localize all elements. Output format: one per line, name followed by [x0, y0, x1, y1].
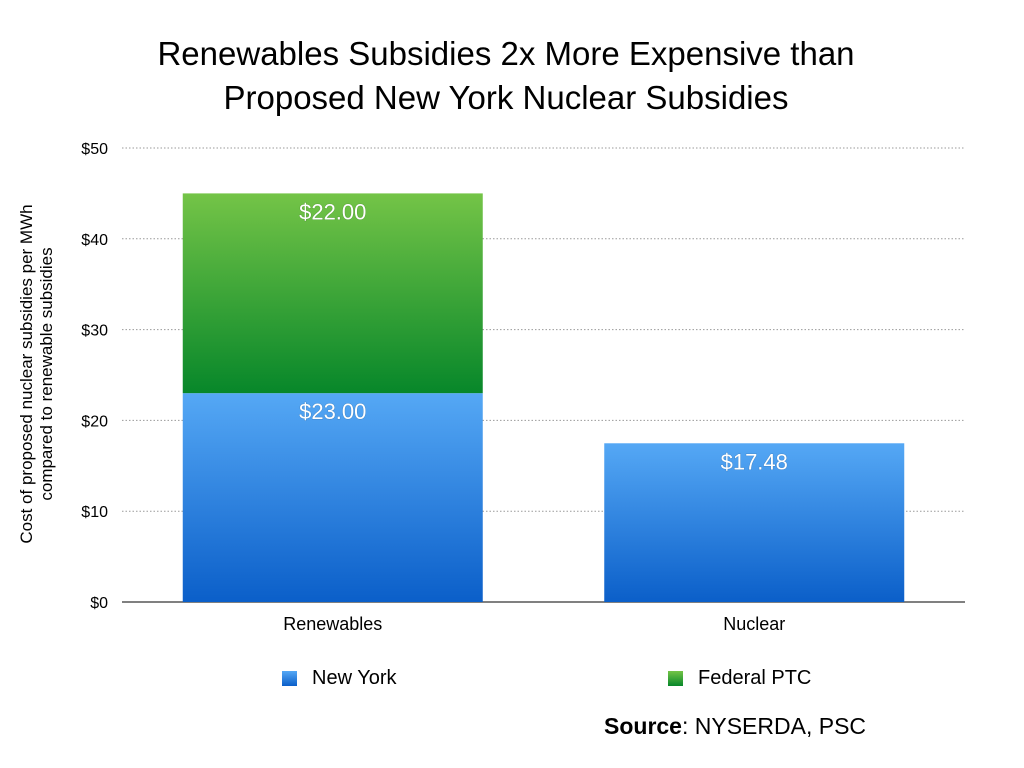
legend-item-new-york: New York — [282, 667, 397, 690]
legend-item-federal-ptc: Federal PTC — [668, 667, 811, 690]
source-label: Source — [604, 713, 682, 739]
y-tick-label-0: $0 — [90, 595, 108, 612]
legend-label-new-york: New York — [312, 667, 397, 689]
chart-title: Renewables Subsidies 2x More Expensive t… — [0, 32, 1012, 120]
chart-title-line-2: Proposed New York Nuclear Subsidies — [223, 79, 789, 116]
bar-renewables-new-york — [182, 393, 483, 602]
x-tick-label-nuclear: Nuclear — [723, 614, 785, 634]
data-label-nuclear-new-york: $17.48 — [721, 449, 788, 474]
bar-renewables-federal-ptc — [182, 193, 483, 394]
legend-label-federal-ptc: Federal PTC — [698, 667, 812, 689]
data-label-renewables-new-york: $23.00 — [299, 399, 366, 424]
y-axis-label-line-2: compared to renewable subsidies — [37, 247, 56, 501]
y-tick-label-20: $20 — [81, 413, 108, 430]
y-axis-label: Cost of proposed nuclear subsidies per M… — [17, 144, 57, 604]
x-tick-label-renewables: Renewables — [283, 614, 382, 634]
legend-swatch-federal-ptc — [668, 671, 683, 686]
source-note: Source: NYSERDA, PSC — [604, 713, 866, 740]
source-text: : NYSERDA, PSC — [681, 713, 867, 739]
legend-swatch-new-york — [282, 671, 297, 686]
chart-title-line-1: Renewables Subsidies 2x More Expensive t… — [157, 35, 855, 72]
y-tick-label-40: $40 — [81, 232, 108, 249]
y-tick-label-30: $30 — [81, 323, 108, 340]
y-tick-label-50: $50 — [81, 141, 108, 158]
bar-nuclear-new-york — [604, 443, 905, 602]
y-axis-label-line-1: Cost of proposed nuclear subsidies per M… — [17, 204, 36, 544]
data-label-renewables-federal-ptc: $22.00 — [299, 199, 366, 224]
y-tick-label-10: $10 — [81, 504, 108, 521]
